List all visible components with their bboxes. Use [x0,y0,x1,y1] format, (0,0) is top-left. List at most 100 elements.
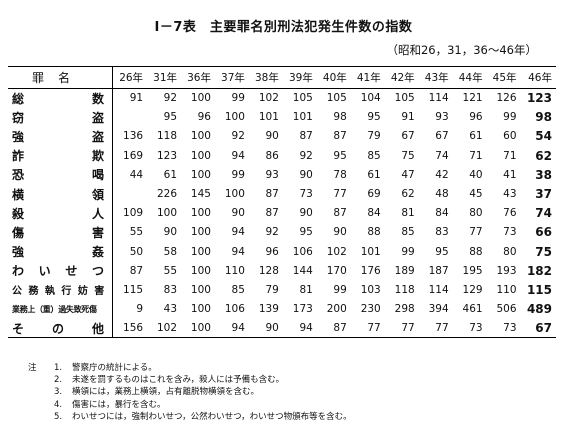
index-value: 88 [469,245,483,258]
note-number: 5. [54,411,63,422]
crime-name: 総数 [8,88,113,108]
index-value: 123 [526,91,552,106]
year-header: 46年 [520,66,556,89]
note-item: 注 1. 警察庁の統計による。 [28,362,352,374]
index-value: 182 [526,263,552,278]
index-value: 93 [435,111,449,124]
index-value: 114 [428,283,449,296]
index-value: 100 [190,264,211,277]
index-value: 121 [462,92,483,105]
index-value: 71 [503,149,517,162]
index-value: 90 [231,207,245,220]
index-value: 78 [333,168,347,181]
index-value: 100 [181,318,215,339]
index-value: 95 [163,111,178,124]
index-value: 92 [231,130,245,143]
index-value: 41 [503,168,517,181]
page-title: I－7表 主要罪名別刑法犯発生件数の指数 [154,20,413,35]
index-value: 144 [292,264,313,277]
notes-spacer [28,374,54,386]
index-value: 100 [190,92,211,105]
index-value: 129 [462,283,483,296]
index-value: 71 [469,149,483,162]
index-value: 80 [469,207,483,220]
crime-name: 詐欺 [8,146,113,166]
index-value: 298 [394,303,415,316]
index-value: 106 [292,245,313,258]
index-value: 38 [535,167,552,182]
index-value: 61 [163,168,178,181]
crime-name: わいせつ [8,261,113,281]
index-value: 77 [350,318,385,339]
index-value: 95 [333,149,347,162]
index-value: 61 [469,130,483,143]
crime-name: 業務上（重）過失致死傷 [8,299,113,319]
index-value: 85 [401,226,415,239]
table-row: わいせつ 87 55 100 110 128 144 170 176 189 187 195 193 18… [8,261,556,281]
index-value: 100 [156,207,178,220]
index-value: 9 [136,303,144,316]
index-value: 139 [258,303,279,316]
index-value: 110 [224,264,245,277]
index-value: 69 [367,188,381,201]
index-value: 45 [469,188,483,201]
index-value: 77 [469,226,483,239]
index-value: 118 [156,130,178,143]
crime-name: 窃盗 [8,107,113,127]
index-value: 54 [535,129,552,144]
index-value: 100 [224,188,245,201]
notes-section: 注 1. 警察庁の統計による。 2. 未遂を罰するものはこれを含み，殺人には予備も含む。… [28,362,352,423]
index-value: 126 [496,92,517,105]
index-value: 61 [367,168,381,181]
index-value: 79 [367,130,381,143]
year-header: 45年 [486,66,521,89]
year-header: 26年 [112,66,148,89]
index-value: 84 [367,207,381,220]
index-value: 79 [265,283,279,296]
table-row: 総数 91 92 100 99 102 105 105 104 105 114 121 126 123 [8,88,556,108]
index-value: 93 [265,168,279,181]
index-value: 75 [535,244,552,259]
index-value: 170 [326,264,347,277]
table-row: 詐欺 169 123 100 94 86 92 95 85 75 74 71 71 62 [8,146,556,166]
index-value: 91 [129,92,144,105]
index-value: 98 [535,110,552,125]
index-value: 103 [360,283,381,296]
index-value: 90 [248,318,283,339]
crime-name: 恐喝 [8,165,113,185]
index-value: 99 [231,168,245,181]
index-value: 94 [231,245,245,258]
note-text: わいせつには，強制わいせつ，公然わいせつ，わいせつ物頒布等を含む。 [72,411,352,422]
table-row: 傷害 55 90 100 94 92 95 90 88 85 83 77 73 66 [8,222,556,242]
table-row: 業務上（重）過失致死傷 9 43 100 106 139 173 200 230 298 394 46… [8,299,556,319]
index-value: 58 [163,245,178,258]
index-value: 94 [214,318,249,339]
index-value: 60 [503,130,517,143]
year-header: 42年 [384,66,419,89]
note-number: 1. [54,363,63,373]
note-text: 未遂を罰するものはこれを含み，殺人には予備も含む。 [72,375,285,386]
index-value: 92 [163,92,178,105]
index-value: 73 [503,226,517,239]
index-value: 461 [462,303,483,316]
index-value: 506 [496,303,517,316]
index-value: 87 [333,207,347,220]
empty-cell [113,184,148,203]
table-subtitle: （昭和26，31，36～46年） [386,43,537,57]
index-value: 99 [503,111,517,124]
index-value: 87 [265,188,279,201]
table-row: 窃盗 95 96 100 101 101 98 95 91 93 96 99 98 [8,107,556,127]
crime-name: 強盗 [8,126,113,147]
note-item: 2. 未遂を罰するものはこれを含み，殺人には予備も含む。 [28,374,352,386]
index-value: 100 [190,245,211,258]
index-value: 90 [163,226,178,239]
note-text: 横領には，業務上横領，占有離脱物横領を含む。 [72,387,260,398]
index-value: 91 [401,111,415,124]
table-row: 殺人 109 100 100 90 87 90 87 84 81 84 80 76 74 [8,203,556,223]
index-value: 90 [299,168,313,181]
index-value: 100 [190,207,211,220]
index-value: 95 [367,111,381,124]
index-value: 489 [526,302,552,317]
index-value: 96 [265,245,279,258]
index-value: 87 [316,318,351,339]
